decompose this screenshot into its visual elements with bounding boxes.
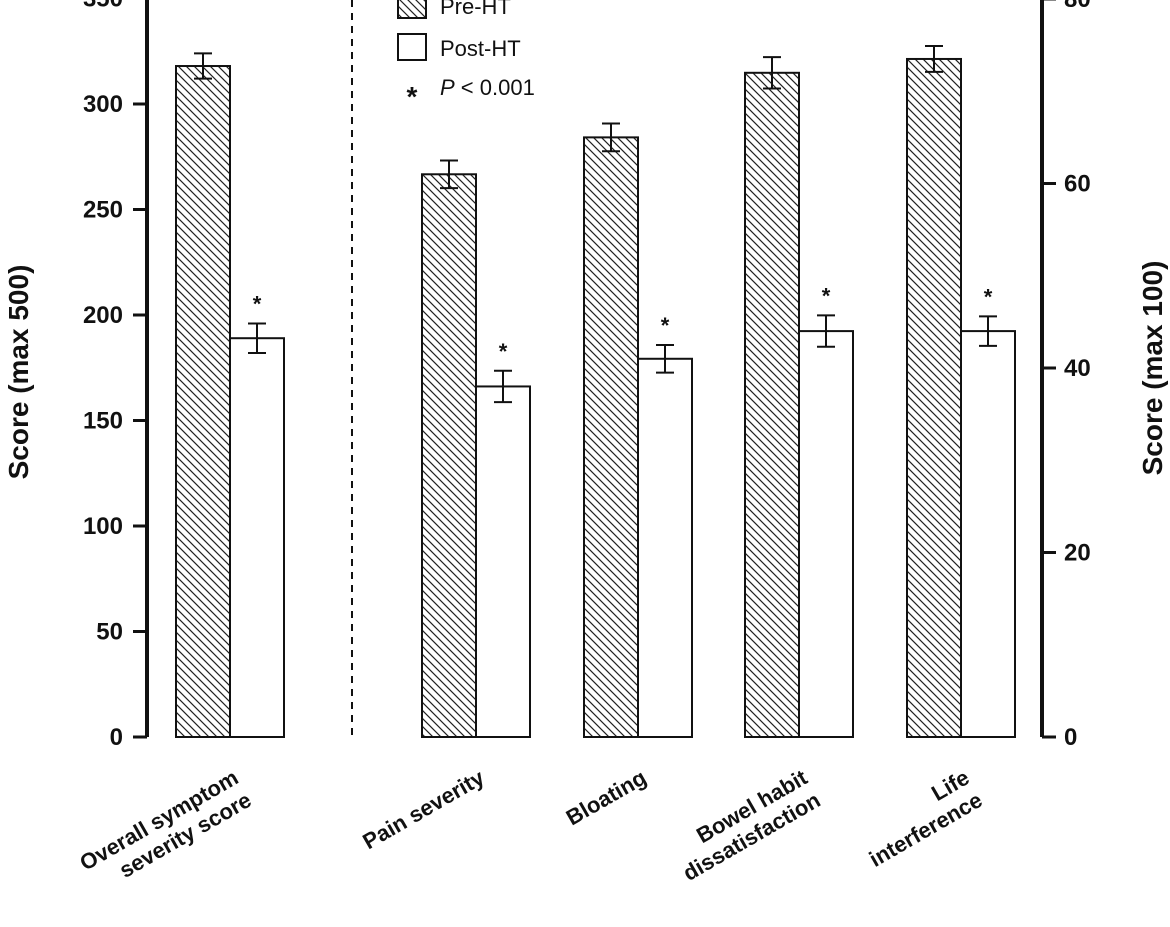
left-axis-title: Score (max 500): [3, 265, 34, 480]
significance-marker: *: [984, 284, 993, 309]
category-label-line: Pain severity: [358, 764, 489, 854]
post-ht-bar: [798, 330, 854, 738]
post-ht-bar: [637, 357, 693, 738]
right-axis-tick-label: 40: [1064, 355, 1091, 382]
right-axis-tick-label: 20: [1064, 540, 1091, 567]
category-label-line: Bloating: [562, 765, 651, 831]
post-ht-bar: [960, 330, 1016, 738]
pre-ht-bar: [906, 57, 962, 738]
legend-significance-label: P < 0.001: [440, 75, 535, 100]
pre-ht-bar: [175, 65, 231, 738]
left-axis-tick-label: 50: [96, 619, 123, 646]
legend-swatch-post-ht: [397, 33, 427, 61]
significance-marker: *: [822, 283, 831, 308]
left-axis-tick-label: 150: [83, 408, 123, 435]
category-label: Pain severity: [358, 764, 489, 854]
post-ht-bar: [229, 337, 285, 738]
legend-swatch-pre-ht: [397, 0, 427, 19]
significance-marker: *: [499, 339, 508, 364]
legend-significance-marker: *: [407, 81, 418, 112]
significance-marker: *: [661, 313, 670, 338]
legend-label-pre-ht: Pre-HT: [440, 0, 511, 19]
right-axis-tick-label: 80: [1064, 0, 1091, 13]
left-axis-tick-label: 100: [83, 513, 123, 540]
pre-ht-bar: [744, 71, 800, 739]
left-axis-tick-label: 0: [110, 724, 123, 751]
left-axis-tick-label: 200: [83, 302, 123, 329]
pre-ht-bar: [583, 136, 639, 738]
post-ht-bar: [475, 385, 531, 738]
significance-marker: *: [253, 291, 262, 316]
right-axis-tick-label: 0: [1064, 724, 1077, 751]
category-label: Bloating: [562, 765, 651, 831]
left-axis-tick-label: 350: [83, 0, 123, 13]
right-axis-title: Score (max 100): [1137, 261, 1168, 476]
category-label-line: interference: [865, 787, 987, 872]
pre-ht-bar: [421, 173, 477, 738]
right-axis-tick-label: 60: [1064, 171, 1091, 198]
legend-label-post-ht: Post-HT: [440, 36, 521, 61]
left-axis-tick-label: 250: [83, 197, 123, 224]
left-axis-tick-label: 300: [83, 91, 123, 118]
